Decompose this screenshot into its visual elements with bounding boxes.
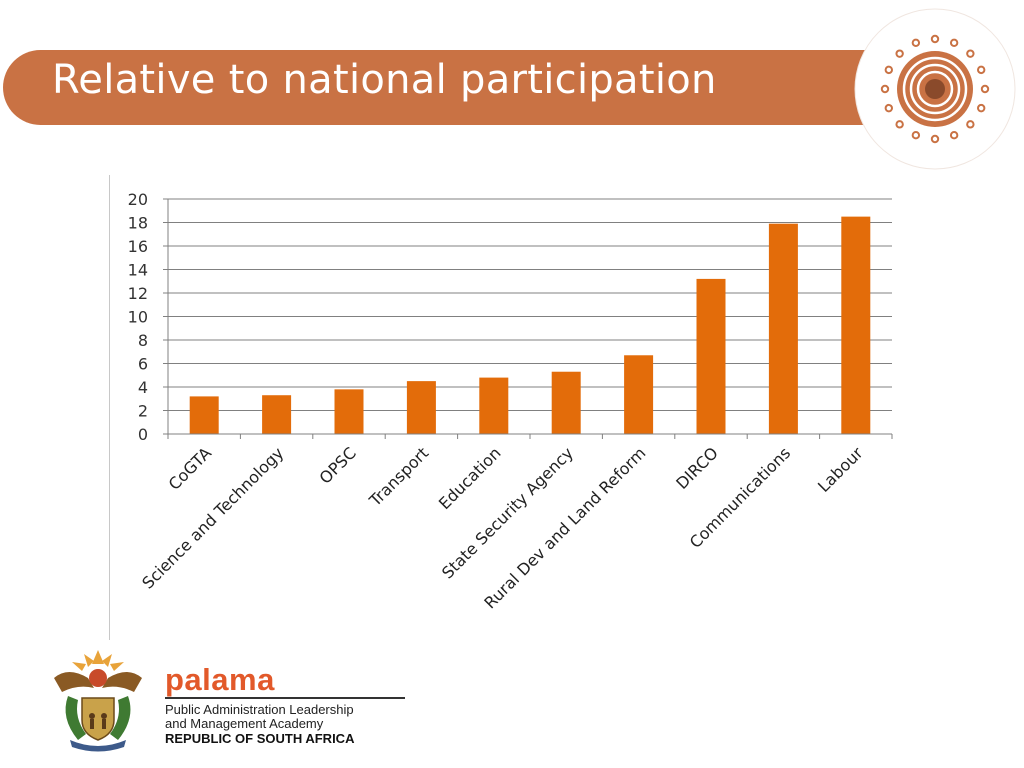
x-category-label: State Security Agency bbox=[438, 443, 577, 582]
x-category-label: CoGTA bbox=[165, 443, 215, 493]
title-banner bbox=[3, 50, 903, 125]
x-category-label: Science and Technology bbox=[138, 443, 287, 592]
y-tick-label: 10 bbox=[128, 308, 148, 327]
slide-title: Relative to national participation bbox=[52, 57, 717, 103]
bar-labour bbox=[841, 216, 871, 434]
bar-opsc bbox=[334, 389, 364, 434]
bar-state-security-agency bbox=[551, 371, 581, 434]
y-tick-label: 0 bbox=[138, 425, 148, 444]
y-tick-label: 18 bbox=[128, 214, 148, 233]
palama-divider bbox=[165, 697, 405, 699]
palama-logo-block: palama Public Administration Leadership … bbox=[165, 662, 410, 746]
x-category-label: Transport bbox=[365, 443, 432, 510]
bar-science-and-technology bbox=[262, 395, 292, 434]
y-tick-label: 12 bbox=[128, 284, 148, 303]
south-africa-coat-of-arms-icon bbox=[48, 648, 148, 754]
bar-rural-dev-and-land-reform bbox=[624, 355, 654, 434]
palama-wordmark: palama bbox=[165, 662, 275, 697]
slide-divider bbox=[109, 175, 110, 640]
palama-tagline-line2: and Management Academy bbox=[165, 716, 324, 731]
y-tick-label: 2 bbox=[138, 402, 148, 421]
y-tick-label: 8 bbox=[138, 331, 148, 350]
x-category-label: Education bbox=[435, 443, 505, 513]
bar-dirco bbox=[696, 278, 726, 434]
x-category-label: Labour bbox=[814, 443, 867, 496]
y-tick-label: 16 bbox=[128, 237, 148, 256]
x-category-label: OPSC bbox=[316, 443, 360, 487]
bar-education bbox=[479, 377, 509, 434]
x-category-label: DIRCO bbox=[672, 443, 722, 493]
y-tick-label: 6 bbox=[138, 355, 148, 374]
bar-transport bbox=[406, 381, 436, 434]
y-tick-label: 14 bbox=[128, 261, 148, 280]
y-tick-label: 20 bbox=[128, 190, 148, 209]
bar-cogta bbox=[189, 396, 219, 434]
concentric-circle-emblem-icon bbox=[852, 6, 1018, 172]
bar-communications bbox=[768, 223, 798, 434]
palama-tagline-line1: Public Administration Leadership bbox=[165, 702, 354, 717]
y-tick-label: 4 bbox=[138, 378, 148, 397]
country-name: REPUBLIC OF SOUTH AFRICA bbox=[165, 731, 355, 746]
